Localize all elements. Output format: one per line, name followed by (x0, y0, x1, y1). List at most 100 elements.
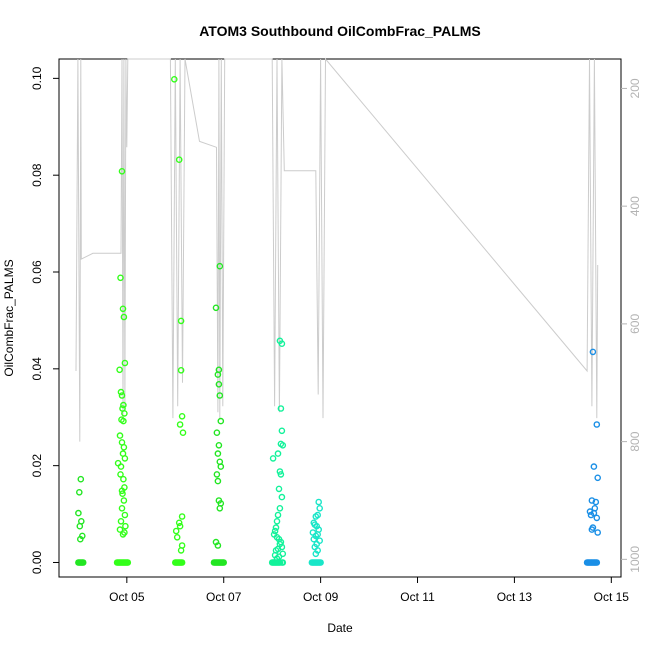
data-point (117, 388, 125, 396)
data-point (316, 504, 324, 512)
data-point (214, 542, 222, 549)
data-point (274, 450, 282, 457)
data-point (275, 485, 283, 493)
data-point (77, 475, 85, 483)
data-point (588, 526, 596, 533)
data-point (594, 474, 602, 482)
data-point (587, 511, 595, 519)
data-point (175, 156, 183, 163)
data-point (589, 348, 597, 356)
data-point (76, 488, 83, 496)
data-point (118, 487, 126, 495)
x-tick-label: Oct 11 (400, 590, 435, 604)
data-point (177, 317, 185, 325)
data-point (121, 410, 128, 417)
data-point (274, 511, 282, 519)
y2-tick-label: 600 (628, 314, 642, 334)
y-axis: 0.00 0.02 0.04 0.06 0.08 0.10 (30, 66, 59, 574)
data-point (176, 522, 184, 530)
plot-frame (58, 58, 622, 578)
data-point (317, 559, 324, 566)
data-point (312, 550, 320, 558)
data-point (116, 366, 123, 374)
data-point (279, 559, 287, 566)
data-point (593, 514, 601, 522)
y2-tick-label: 800 (628, 431, 642, 451)
y-tick-label: 0.00 (30, 550, 44, 574)
data-point (175, 519, 183, 527)
data-point (216, 392, 224, 399)
x-tick-label: Oct 15 (594, 590, 630, 604)
data-point (75, 509, 82, 517)
data-point (586, 508, 594, 515)
data-point (276, 468, 284, 475)
data-point (118, 392, 126, 399)
data-point (79, 559, 87, 566)
data-point (215, 441, 223, 449)
data-point (273, 555, 281, 562)
data-point (593, 421, 601, 428)
data-point (117, 274, 124, 282)
x-tick-label: Oct 09 (303, 590, 339, 604)
data-point (173, 534, 181, 541)
series-4 (210, 262, 227, 566)
y-tick-label: 0.04 (30, 357, 44, 381)
data-point (273, 518, 281, 525)
data-point (590, 463, 598, 470)
series-7 (583, 348, 602, 566)
data-point (122, 522, 129, 530)
data-point (594, 529, 602, 536)
data-point (120, 417, 127, 425)
data-point (593, 559, 601, 566)
data-point (117, 463, 125, 470)
x-tick-label: Oct 13 (497, 590, 533, 604)
data-point (179, 429, 187, 437)
data-point (177, 366, 185, 374)
chart-title: ATOM3 Southbound OilCombFrac_PALMS (199, 23, 481, 39)
data-point (217, 500, 225, 507)
data-point (272, 524, 280, 531)
data-point (124, 559, 132, 566)
data-point (120, 475, 127, 483)
data-point (213, 429, 221, 437)
series-3 (170, 76, 187, 566)
y2-tick-label: 200 (628, 78, 642, 98)
data-point (214, 371, 222, 378)
data-point (121, 455, 129, 462)
data-point (214, 450, 222, 457)
data-point (170, 76, 178, 83)
data-points (75, 76, 602, 566)
data-point (310, 535, 318, 543)
data-point (277, 471, 285, 478)
y-tick-label: 0.06 (30, 260, 44, 284)
data-point (278, 493, 286, 501)
y-tick-label: 0.08 (30, 163, 44, 187)
x-tick-label: Oct 05 (109, 590, 145, 604)
data-point (178, 559, 186, 566)
data-point (217, 463, 225, 470)
data-point (121, 511, 129, 519)
data-point (172, 527, 180, 535)
data-point (279, 441, 287, 449)
data-point (278, 340, 286, 348)
data-point (120, 313, 128, 321)
data-point (116, 432, 124, 439)
y-axis-label: OilCombFrac_PALMS (2, 259, 16, 376)
data-point (220, 559, 227, 566)
data-point (178, 513, 186, 520)
data-point (119, 490, 126, 498)
data-point (271, 527, 279, 535)
x-axis: Oct 05 Oct 07 Oct 09 Oct 11 Oct 13 Oct 15 (109, 577, 629, 604)
series-5 (268, 337, 287, 566)
y-tick-label: 0.10 (30, 66, 44, 90)
data-point (213, 471, 221, 478)
y2-tick-label: 400 (628, 196, 642, 216)
data-point (120, 443, 128, 451)
data-point (278, 427, 286, 435)
data-point (592, 498, 600, 506)
secondary-y-axis: 200 400 600 800 1000 (621, 78, 642, 573)
x-tick-label: Oct 07 (206, 590, 242, 604)
data-point (315, 498, 323, 506)
data-point (588, 497, 596, 504)
